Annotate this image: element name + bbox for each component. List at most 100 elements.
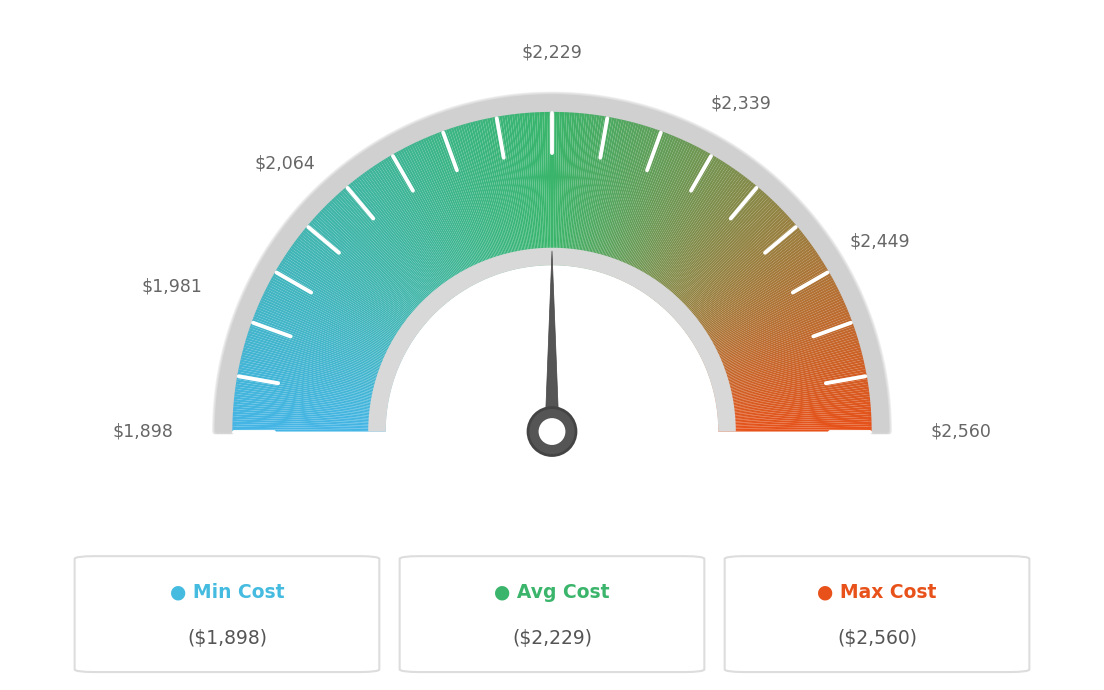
- Wedge shape: [566, 113, 582, 266]
- Wedge shape: [236, 377, 389, 404]
- Wedge shape: [638, 158, 719, 290]
- Wedge shape: [574, 115, 597, 267]
- Wedge shape: [298, 235, 421, 331]
- Wedge shape: [434, 133, 492, 277]
- Wedge shape: [262, 295, 402, 362]
- Wedge shape: [666, 199, 773, 311]
- Wedge shape: [711, 337, 858, 384]
- Wedge shape: [595, 123, 636, 271]
- Wedge shape: [522, 113, 538, 266]
- Wedge shape: [710, 331, 856, 380]
- Wedge shape: [370, 167, 458, 295]
- Wedge shape: [718, 422, 871, 428]
- Wedge shape: [713, 350, 861, 391]
- Wedge shape: [705, 307, 848, 368]
- Wedge shape: [473, 121, 512, 270]
- Text: ● Min Cost: ● Min Cost: [170, 582, 284, 602]
- Wedge shape: [682, 232, 803, 328]
- Wedge shape: [437, 132, 493, 277]
- Wedge shape: [350, 182, 448, 303]
- Wedge shape: [718, 399, 870, 416]
- Wedge shape: [542, 112, 548, 266]
- Wedge shape: [442, 131, 496, 275]
- Wedge shape: [561, 112, 572, 266]
- Wedge shape: [678, 222, 795, 324]
- Wedge shape: [544, 112, 550, 266]
- Wedge shape: [687, 244, 813, 335]
- Wedge shape: [615, 135, 675, 278]
- Wedge shape: [699, 282, 836, 355]
- Wedge shape: [485, 119, 518, 269]
- Wedge shape: [263, 293, 402, 361]
- Wedge shape: [236, 379, 388, 406]
- Wedge shape: [233, 406, 386, 420]
- FancyBboxPatch shape: [724, 556, 1029, 672]
- Wedge shape: [709, 326, 854, 377]
- Wedge shape: [534, 112, 544, 266]
- Wedge shape: [662, 192, 765, 308]
- Wedge shape: [622, 141, 688, 281]
- Wedge shape: [609, 132, 665, 276]
- Wedge shape: [309, 222, 426, 324]
- Wedge shape: [354, 179, 450, 301]
- Wedge shape: [711, 340, 859, 385]
- Wedge shape: [320, 209, 433, 317]
- Wedge shape: [708, 321, 852, 375]
- Wedge shape: [276, 269, 408, 348]
- Wedge shape: [265, 288, 403, 358]
- Wedge shape: [657, 184, 756, 304]
- Wedge shape: [715, 377, 868, 404]
- Wedge shape: [608, 131, 662, 275]
- Wedge shape: [693, 262, 825, 345]
- Wedge shape: [294, 241, 418, 334]
- Wedge shape: [376, 163, 461, 293]
- Wedge shape: [423, 138, 486, 279]
- Wedge shape: [418, 140, 484, 281]
- Wedge shape: [280, 260, 412, 344]
- Wedge shape: [337, 193, 442, 308]
- Wedge shape: [269, 279, 405, 354]
- Wedge shape: [681, 230, 802, 328]
- Text: ● Max Cost: ● Max Cost: [817, 582, 936, 602]
- Wedge shape: [620, 140, 686, 281]
- Wedge shape: [675, 215, 788, 319]
- Wedge shape: [425, 137, 487, 279]
- Wedge shape: [712, 342, 860, 386]
- Wedge shape: [348, 184, 447, 304]
- Wedge shape: [379, 161, 463, 292]
- Wedge shape: [648, 170, 737, 296]
- Wedge shape: [412, 144, 480, 282]
- Wedge shape: [696, 269, 828, 348]
- Wedge shape: [487, 118, 520, 269]
- Wedge shape: [612, 133, 670, 277]
- Wedge shape: [272, 275, 407, 351]
- Wedge shape: [261, 297, 401, 363]
- Wedge shape: [524, 113, 539, 266]
- Wedge shape: [299, 234, 422, 330]
- Wedge shape: [233, 404, 386, 419]
- Wedge shape: [255, 312, 397, 371]
- Wedge shape: [651, 176, 746, 299]
- Wedge shape: [605, 128, 656, 275]
- Wedge shape: [546, 112, 551, 266]
- Wedge shape: [405, 147, 477, 284]
- Wedge shape: [357, 177, 452, 300]
- Wedge shape: [714, 362, 864, 397]
- Wedge shape: [582, 117, 612, 268]
- Wedge shape: [339, 192, 442, 308]
- Wedge shape: [509, 115, 531, 267]
- Wedge shape: [507, 115, 530, 267]
- Wedge shape: [709, 328, 856, 379]
- Wedge shape: [714, 364, 866, 398]
- Wedge shape: [718, 411, 871, 422]
- Wedge shape: [234, 397, 386, 415]
- Wedge shape: [689, 250, 816, 338]
- Wedge shape: [495, 117, 523, 268]
- Wedge shape: [572, 114, 592, 266]
- Wedge shape: [234, 399, 386, 416]
- Wedge shape: [719, 429, 872, 431]
- Wedge shape: [256, 307, 399, 368]
- Wedge shape: [283, 258, 413, 342]
- Wedge shape: [301, 232, 422, 328]
- Wedge shape: [410, 144, 479, 283]
